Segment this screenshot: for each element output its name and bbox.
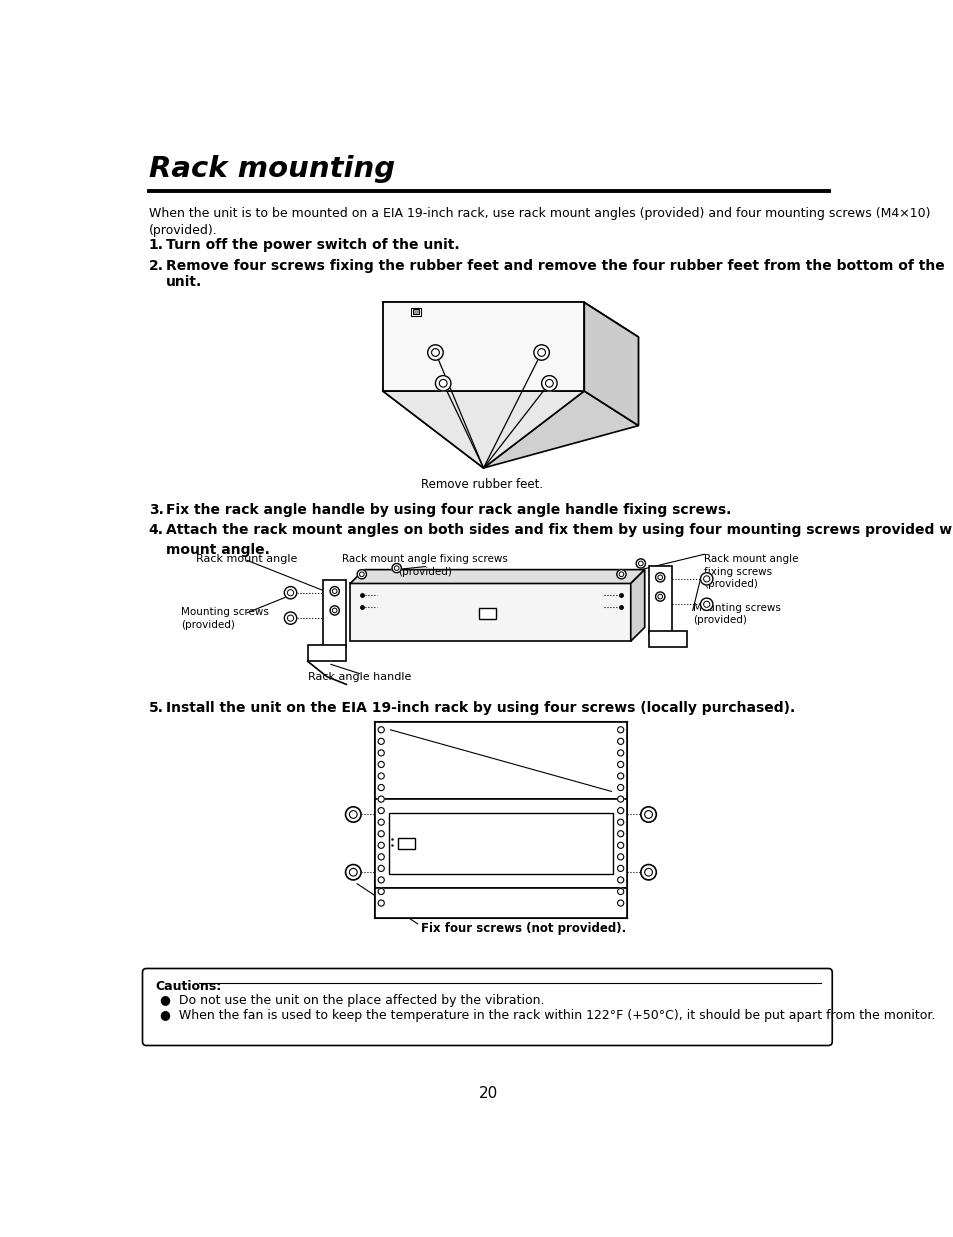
Text: 4.: 4. <box>149 523 164 537</box>
Circle shape <box>617 854 623 860</box>
Circle shape <box>617 901 623 907</box>
Circle shape <box>435 376 451 391</box>
Text: Rack mount angle
fixing screws
(provided): Rack mount angle fixing screws (provided… <box>703 554 798 589</box>
Circle shape <box>330 606 339 615</box>
Polygon shape <box>382 338 483 468</box>
Polygon shape <box>583 302 638 426</box>
Text: 2.: 2. <box>149 259 164 272</box>
Circle shape <box>377 773 384 779</box>
Circle shape <box>617 569 625 579</box>
Polygon shape <box>382 391 583 468</box>
Polygon shape <box>648 631 686 647</box>
Circle shape <box>377 738 384 745</box>
Text: 3.: 3. <box>149 502 163 517</box>
Circle shape <box>636 559 645 568</box>
Polygon shape <box>648 565 671 633</box>
FancyBboxPatch shape <box>375 799 626 888</box>
FancyBboxPatch shape <box>375 888 626 918</box>
Circle shape <box>617 784 623 790</box>
Text: When the unit is to be mounted on a EIA 19-inch rack, use rack mount angles (pro: When the unit is to be mounted on a EIA … <box>149 207 929 238</box>
Circle shape <box>377 866 384 872</box>
Circle shape <box>617 773 623 779</box>
Polygon shape <box>382 302 638 338</box>
Circle shape <box>377 808 384 814</box>
Text: Rack mounting: Rack mounting <box>149 155 395 183</box>
Text: Cautions:: Cautions: <box>155 980 222 993</box>
Polygon shape <box>483 391 638 468</box>
Circle shape <box>377 877 384 883</box>
Polygon shape <box>382 302 583 391</box>
Circle shape <box>617 819 623 825</box>
Circle shape <box>345 865 360 880</box>
Circle shape <box>377 831 384 836</box>
FancyBboxPatch shape <box>397 839 415 849</box>
Text: Fix four screws (not provided).: Fix four screws (not provided). <box>421 923 626 935</box>
Circle shape <box>534 345 549 360</box>
FancyBboxPatch shape <box>350 584 630 641</box>
Circle shape <box>377 761 384 767</box>
Circle shape <box>392 564 401 573</box>
Circle shape <box>655 593 664 601</box>
FancyBboxPatch shape <box>375 722 626 799</box>
Text: 1.: 1. <box>149 238 164 252</box>
Circle shape <box>640 865 656 880</box>
Circle shape <box>617 750 623 756</box>
Circle shape <box>655 573 664 581</box>
Circle shape <box>377 797 384 802</box>
Text: Fix the rack angle handle by using four rack angle handle fixing screws.: Fix the rack angle handle by using four … <box>166 502 730 517</box>
Circle shape <box>617 738 623 745</box>
Circle shape <box>377 726 384 732</box>
Polygon shape <box>307 644 346 662</box>
Polygon shape <box>350 569 644 584</box>
Text: ●  Do not use the unit on the place affected by the vibration.: ● Do not use the unit on the place affec… <box>160 993 544 1007</box>
Circle shape <box>377 750 384 756</box>
Circle shape <box>617 842 623 849</box>
Circle shape <box>377 842 384 849</box>
Text: Rack mount angle: Rack mount angle <box>196 554 297 564</box>
Text: ●  When the fan is used to keep the temperature in the rack within 122°F (+50°C): ● When the fan is used to keep the tempe… <box>160 1009 935 1022</box>
Circle shape <box>356 569 366 579</box>
Circle shape <box>617 761 623 767</box>
Polygon shape <box>323 580 346 647</box>
Circle shape <box>377 888 384 894</box>
Text: 20: 20 <box>478 1086 498 1101</box>
Circle shape <box>617 726 623 732</box>
Circle shape <box>345 807 360 823</box>
Circle shape <box>377 854 384 860</box>
Text: Mounting screws
(provided): Mounting screws (provided) <box>181 607 269 630</box>
Text: Remove four screws fixing the rubber feet and remove the four rubber feet from t: Remove four screws fixing the rubber fee… <box>166 259 943 288</box>
Text: Turn off the power switch of the unit.: Turn off the power switch of the unit. <box>166 238 459 252</box>
Circle shape <box>700 599 712 610</box>
Circle shape <box>617 831 623 836</box>
Circle shape <box>377 784 384 790</box>
Text: Remove rubber feet.: Remove rubber feet. <box>421 477 543 491</box>
Text: 5.: 5. <box>149 701 164 715</box>
Circle shape <box>640 807 656 823</box>
FancyBboxPatch shape <box>142 969 831 1045</box>
Circle shape <box>617 797 623 802</box>
Circle shape <box>377 819 384 825</box>
Circle shape <box>284 586 296 599</box>
Text: Mounting screws
(provided): Mounting screws (provided) <box>692 602 780 625</box>
Circle shape <box>617 808 623 814</box>
Circle shape <box>617 866 623 872</box>
Circle shape <box>330 586 339 596</box>
Text: Rack angle handle: Rack angle handle <box>308 672 411 682</box>
Circle shape <box>617 888 623 894</box>
FancyBboxPatch shape <box>478 609 496 618</box>
Circle shape <box>617 877 623 883</box>
FancyBboxPatch shape <box>413 308 418 314</box>
Circle shape <box>541 376 557 391</box>
Text: Install the unit on the EIA 19-inch rack by using four screws (locally purchased: Install the unit on the EIA 19-inch rack… <box>166 701 794 715</box>
Circle shape <box>427 345 443 360</box>
Circle shape <box>284 612 296 625</box>
Text: Attach the rack mount angles on both sides and fix them by using four mounting s: Attach the rack mount angles on both sid… <box>166 523 953 557</box>
FancyBboxPatch shape <box>389 813 612 873</box>
Text: Rack mount angle fixing screws
(provided): Rack mount angle fixing screws (provided… <box>342 554 508 576</box>
FancyBboxPatch shape <box>410 308 421 315</box>
Polygon shape <box>630 569 644 641</box>
Circle shape <box>700 573 712 585</box>
Circle shape <box>377 901 384 907</box>
